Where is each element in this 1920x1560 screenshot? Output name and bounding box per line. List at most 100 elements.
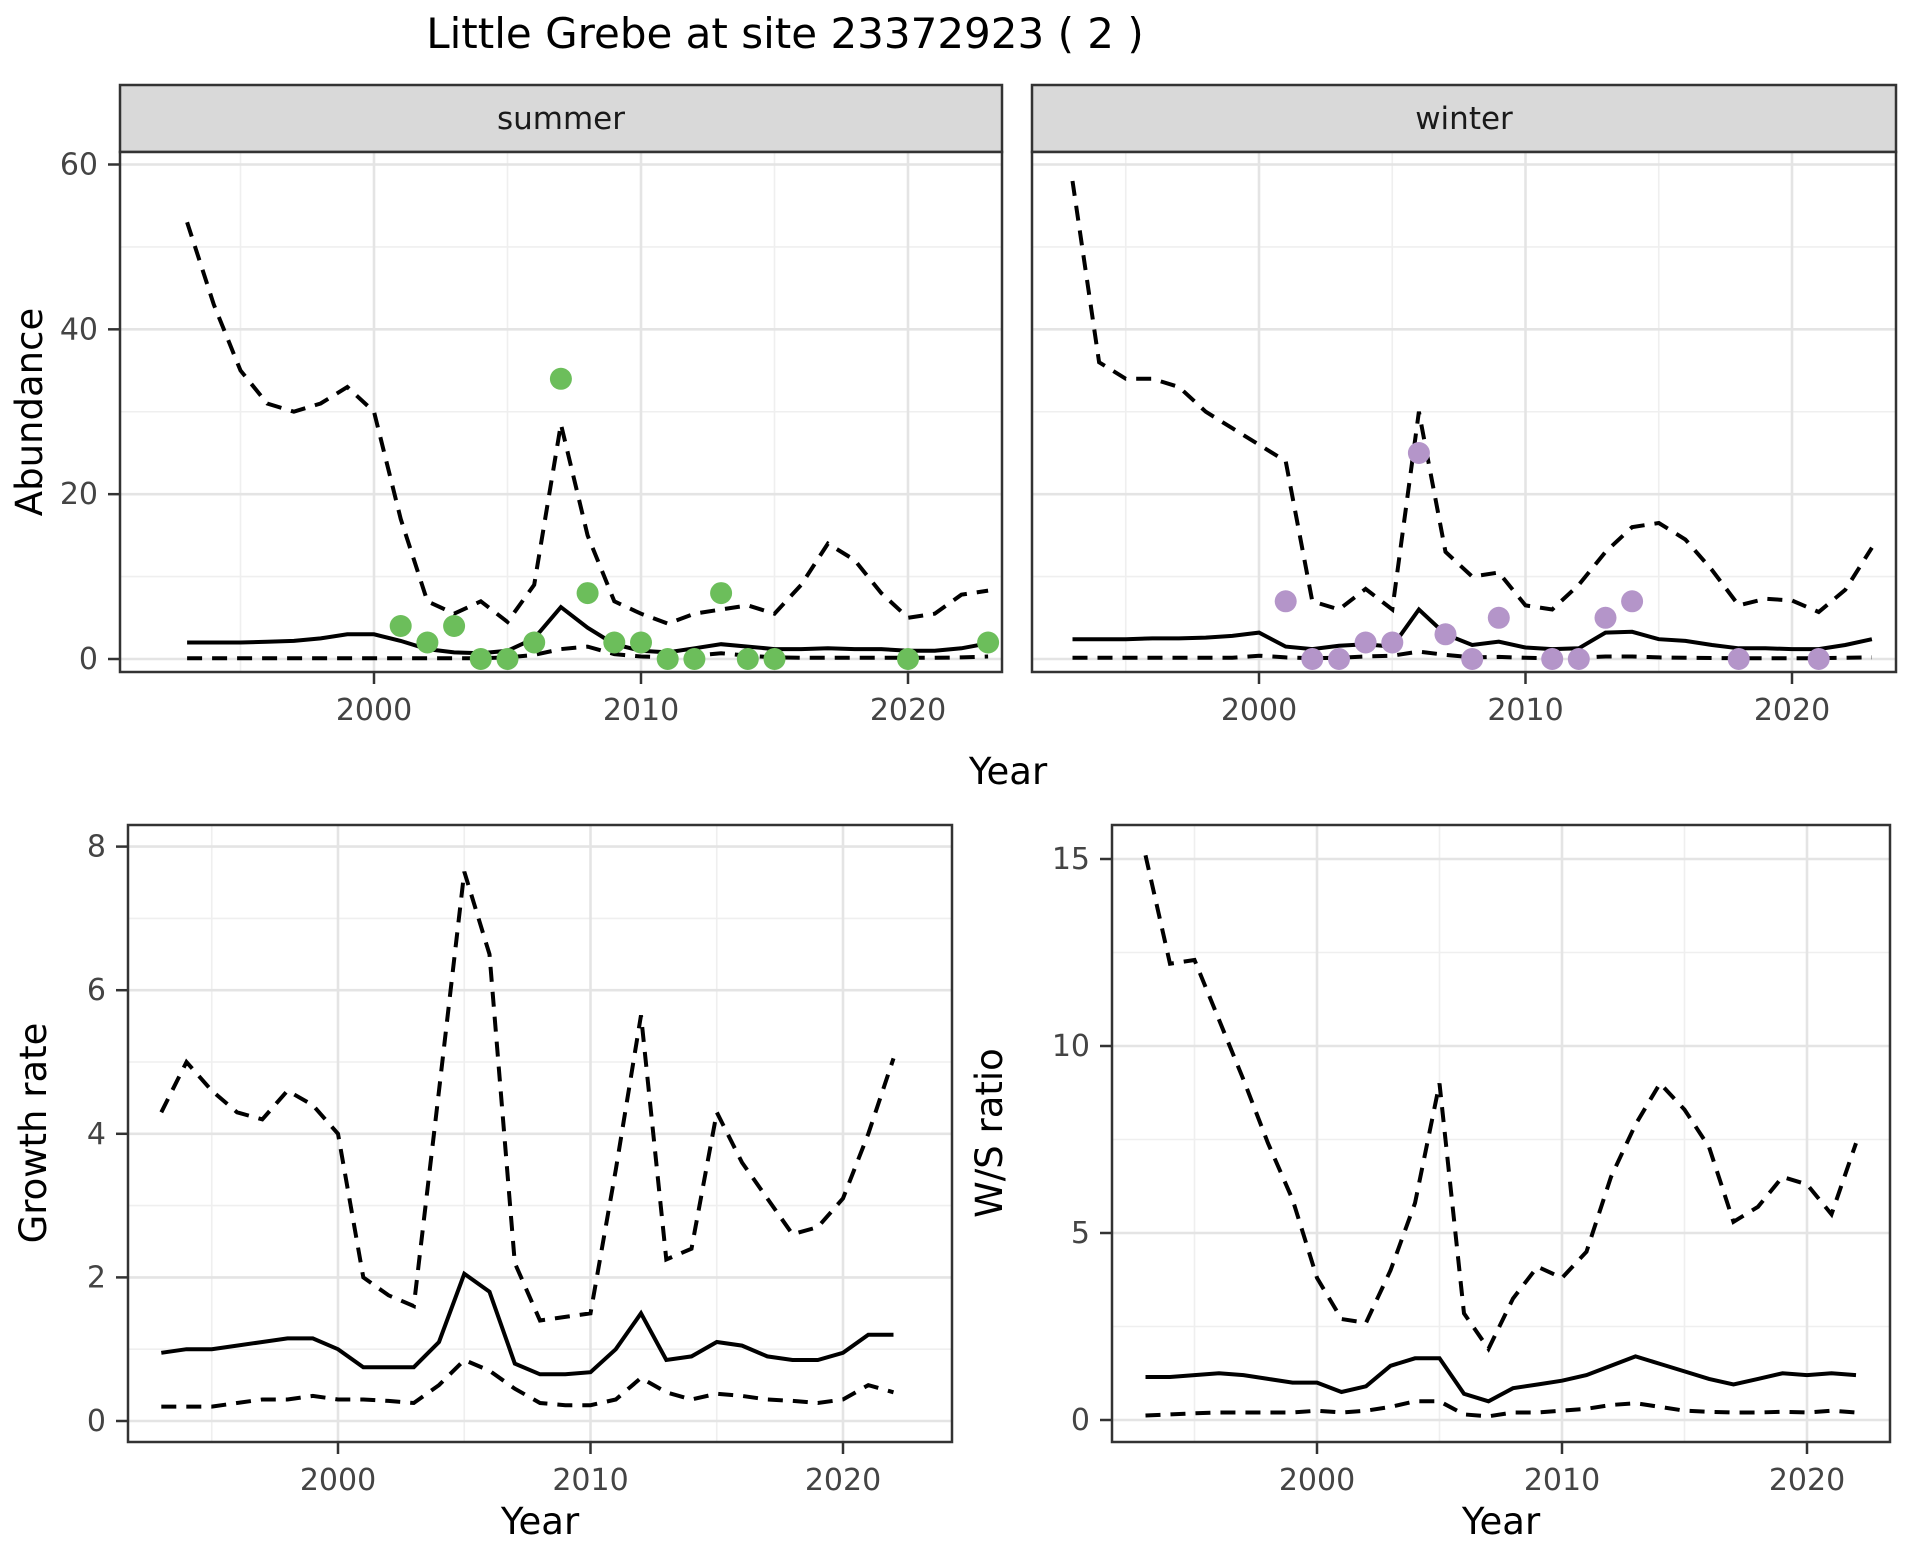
y-axis-title-ws-ratio: W/S ratio	[968, 1048, 1011, 1218]
data-point	[1594, 606, 1617, 629]
data-point	[1274, 590, 1297, 613]
x-tick-label: 2020	[805, 1463, 881, 1498]
data-point	[576, 582, 599, 605]
data-point	[1621, 590, 1644, 613]
series-line-upper-95ci	[159, 871, 896, 1323]
data-point	[897, 648, 919, 670]
plot-title: Little Grebe at site 23372923 ( 2 )	[426, 9, 1144, 58]
observation-points	[389, 367, 1000, 670]
y-axis: 0 2 4 6 8	[87, 830, 128, 1439]
facet-strip-label-winter: winter	[1415, 101, 1513, 137]
x-tick-label: 2000	[1221, 693, 1297, 728]
gridlines-minor	[120, 152, 1002, 672]
series-line-lower-95ci	[161, 1357, 895, 1409]
data-point	[469, 648, 492, 670]
x-axis-title-year-ratio: Year	[1461, 1500, 1541, 1543]
data-point	[389, 615, 412, 637]
x-axis: 2000 2010 2020	[1221, 672, 1830, 728]
panel-border	[1030, 150, 1898, 674]
data-point	[1381, 631, 1404, 654]
x-axis: 2000 2010 2020	[336, 672, 946, 728]
x-tick-label: 2000	[300, 1463, 376, 1498]
data-point	[1301, 648, 1324, 670]
panel-ws-ratio: 2000 2010 2020 0 5 10 15	[1052, 823, 1892, 1498]
y-tick-label: 6	[87, 973, 106, 1008]
x-tick-label: 2020	[1754, 693, 1830, 728]
data-point	[1487, 606, 1510, 629]
series-line-median	[187, 604, 989, 656]
x-tick-label: 2010	[603, 693, 679, 728]
data-point	[1407, 442, 1430, 464]
data-point	[1461, 648, 1484, 670]
facet-strip-summer: summer	[118, 83, 1004, 154]
y-tick-label: 5	[1071, 1216, 1090, 1251]
x-tick-label: 2020	[870, 693, 946, 728]
panel-border	[118, 150, 1004, 674]
x-tick-label: 2000	[1279, 1463, 1355, 1498]
data-point	[1434, 623, 1457, 646]
y-tick-label: 0	[1071, 1403, 1090, 1438]
data-point	[416, 631, 439, 654]
panel-border	[1110, 823, 1892, 1444]
observation-points	[1274, 442, 1830, 670]
y-tick-label: 0	[79, 642, 98, 677]
series-line-median	[161, 1270, 894, 1377]
x-tick-label: 2020	[1769, 1463, 1845, 1498]
series-line-lower-95ci	[1145, 1399, 1857, 1419]
data-point	[1807, 648, 1830, 670]
y-tick-label: 40	[60, 312, 98, 347]
data-point	[549, 367, 572, 390]
x-axis-title-year-top: Year	[968, 750, 1048, 793]
data-point	[1727, 648, 1750, 670]
data-point	[683, 648, 706, 670]
gridlines-major	[120, 152, 1002, 672]
data-point	[630, 631, 652, 654]
panel-abundance-winter: 2000 2010 2020	[1030, 150, 1898, 728]
y-tick-label: 8	[87, 830, 106, 865]
y-axis-title-abundance: Abundance	[8, 308, 51, 516]
x-axis-title-year-growth: Year	[500, 1500, 580, 1543]
data-point	[656, 648, 679, 670]
y-tick-label: 20	[60, 477, 98, 512]
series-line-lower-95ci	[187, 644, 989, 661]
panel-growth-rate: 2000 2010 2020 0 2 4 6 8	[87, 823, 954, 1498]
x-tick-label: 2010	[552, 1463, 628, 1498]
y-tick-label: 60	[60, 147, 98, 182]
gridlines-major	[1112, 825, 1890, 1442]
facet-strip-winter: winter	[1030, 83, 1898, 154]
y-tick-label: 4	[87, 1117, 106, 1152]
y-tick-label: 0	[87, 1404, 106, 1439]
x-axis: 2000 2010 2020	[300, 1442, 881, 1498]
y-axis: 0 5 10 15	[1052, 842, 1112, 1438]
series-line-upper-95ci	[1070, 180, 1874, 615]
data-point	[443, 615, 466, 637]
data-point	[736, 648, 759, 670]
data-point	[710, 582, 733, 605]
data-point	[1567, 648, 1590, 670]
series-line-upper-95ci	[185, 221, 989, 626]
x-tick-label: 2010	[1524, 1463, 1600, 1498]
x-tick-label: 2010	[1487, 693, 1563, 728]
data-point	[523, 631, 546, 654]
x-tick-label: 2000	[336, 693, 412, 728]
panel-abundance-summer: 2000 2010 2020 0 20 40 60	[60, 147, 1004, 728]
data-point	[763, 648, 786, 670]
x-axis: 2000 2010 2020	[1279, 1442, 1845, 1498]
series-line-median	[1145, 1354, 1857, 1404]
gridlines-minor	[1032, 152, 1896, 672]
data-point	[496, 648, 519, 670]
data-point	[977, 631, 1000, 654]
facet-strip-label-summer: summer	[497, 101, 625, 137]
data-point	[603, 631, 626, 654]
y-axis-title-growth-rate: Growth rate	[12, 1023, 55, 1244]
data-point	[1354, 631, 1377, 654]
y-tick-label: 10	[1052, 1029, 1090, 1064]
data-point	[1541, 648, 1564, 670]
panel-background	[1112, 825, 1890, 1442]
data-point	[1328, 648, 1350, 670]
y-tick-label: 2	[87, 1260, 106, 1295]
y-axis: 0 20 40 60	[60, 147, 120, 677]
series-line-upper-95ci	[1143, 854, 1858, 1353]
